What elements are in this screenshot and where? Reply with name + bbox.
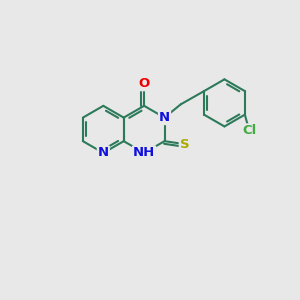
Text: O: O xyxy=(139,77,150,90)
Text: N: N xyxy=(98,146,109,159)
Text: N: N xyxy=(159,111,170,124)
Text: Cl: Cl xyxy=(242,124,256,137)
Text: NH: NH xyxy=(133,146,155,159)
Text: S: S xyxy=(180,138,189,151)
